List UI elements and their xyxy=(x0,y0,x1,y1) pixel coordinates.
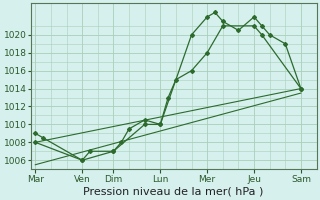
X-axis label: Pression niveau de la mer( hPa ): Pression niveau de la mer( hPa ) xyxy=(84,187,264,197)
